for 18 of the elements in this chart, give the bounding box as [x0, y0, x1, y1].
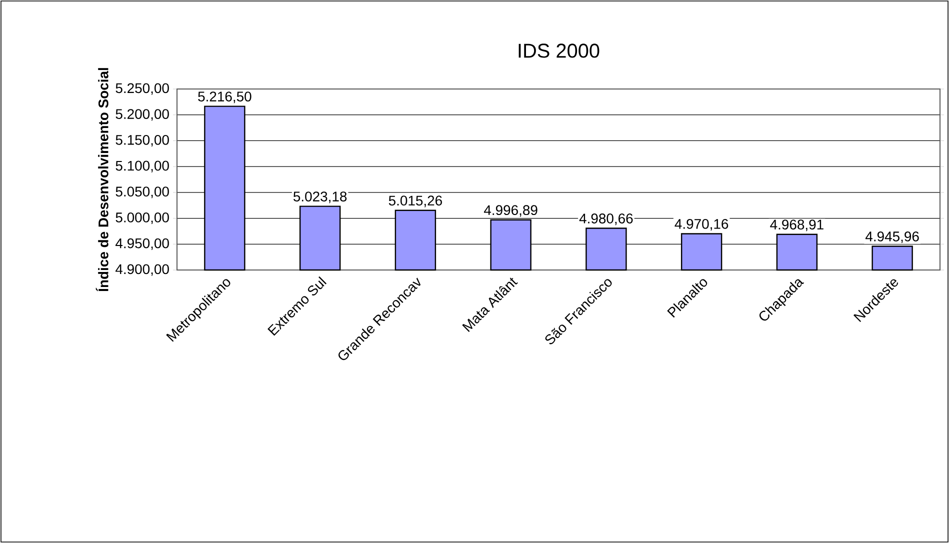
data-label: 5.015,26 — [388, 196, 442, 208]
data-label: 5.023,18 — [293, 192, 347, 204]
y-tick-label: 5.150,00 — [116, 134, 169, 146]
y-tick-label: 4.950,00 — [116, 238, 169, 250]
y-tick-label: 5.250,00 — [116, 83, 169, 95]
y-tick-label: 5.200,00 — [116, 109, 169, 121]
y-tick-label: 4.900,00 — [116, 264, 169, 276]
data-label: 5.216,50 — [198, 92, 252, 104]
chart-title: IDS 2000 — [518, 44, 600, 58]
data-label: 4.945,96 — [865, 232, 919, 244]
y-tick-label: 5.100,00 — [116, 160, 169, 172]
data-label: 4.970,16 — [674, 218, 728, 231]
y-tick-label: 5.000,00 — [116, 212, 169, 224]
y-tick-label: 5.050,00 — [116, 186, 169, 198]
y-axis-title: Índice de Desenvolvimento Social — [96, 68, 108, 292]
data-label: 4.996,89 — [484, 205, 538, 217]
data-label: 4.968,91 — [770, 220, 824, 232]
data-label: 4.980,66 — [579, 214, 633, 226]
